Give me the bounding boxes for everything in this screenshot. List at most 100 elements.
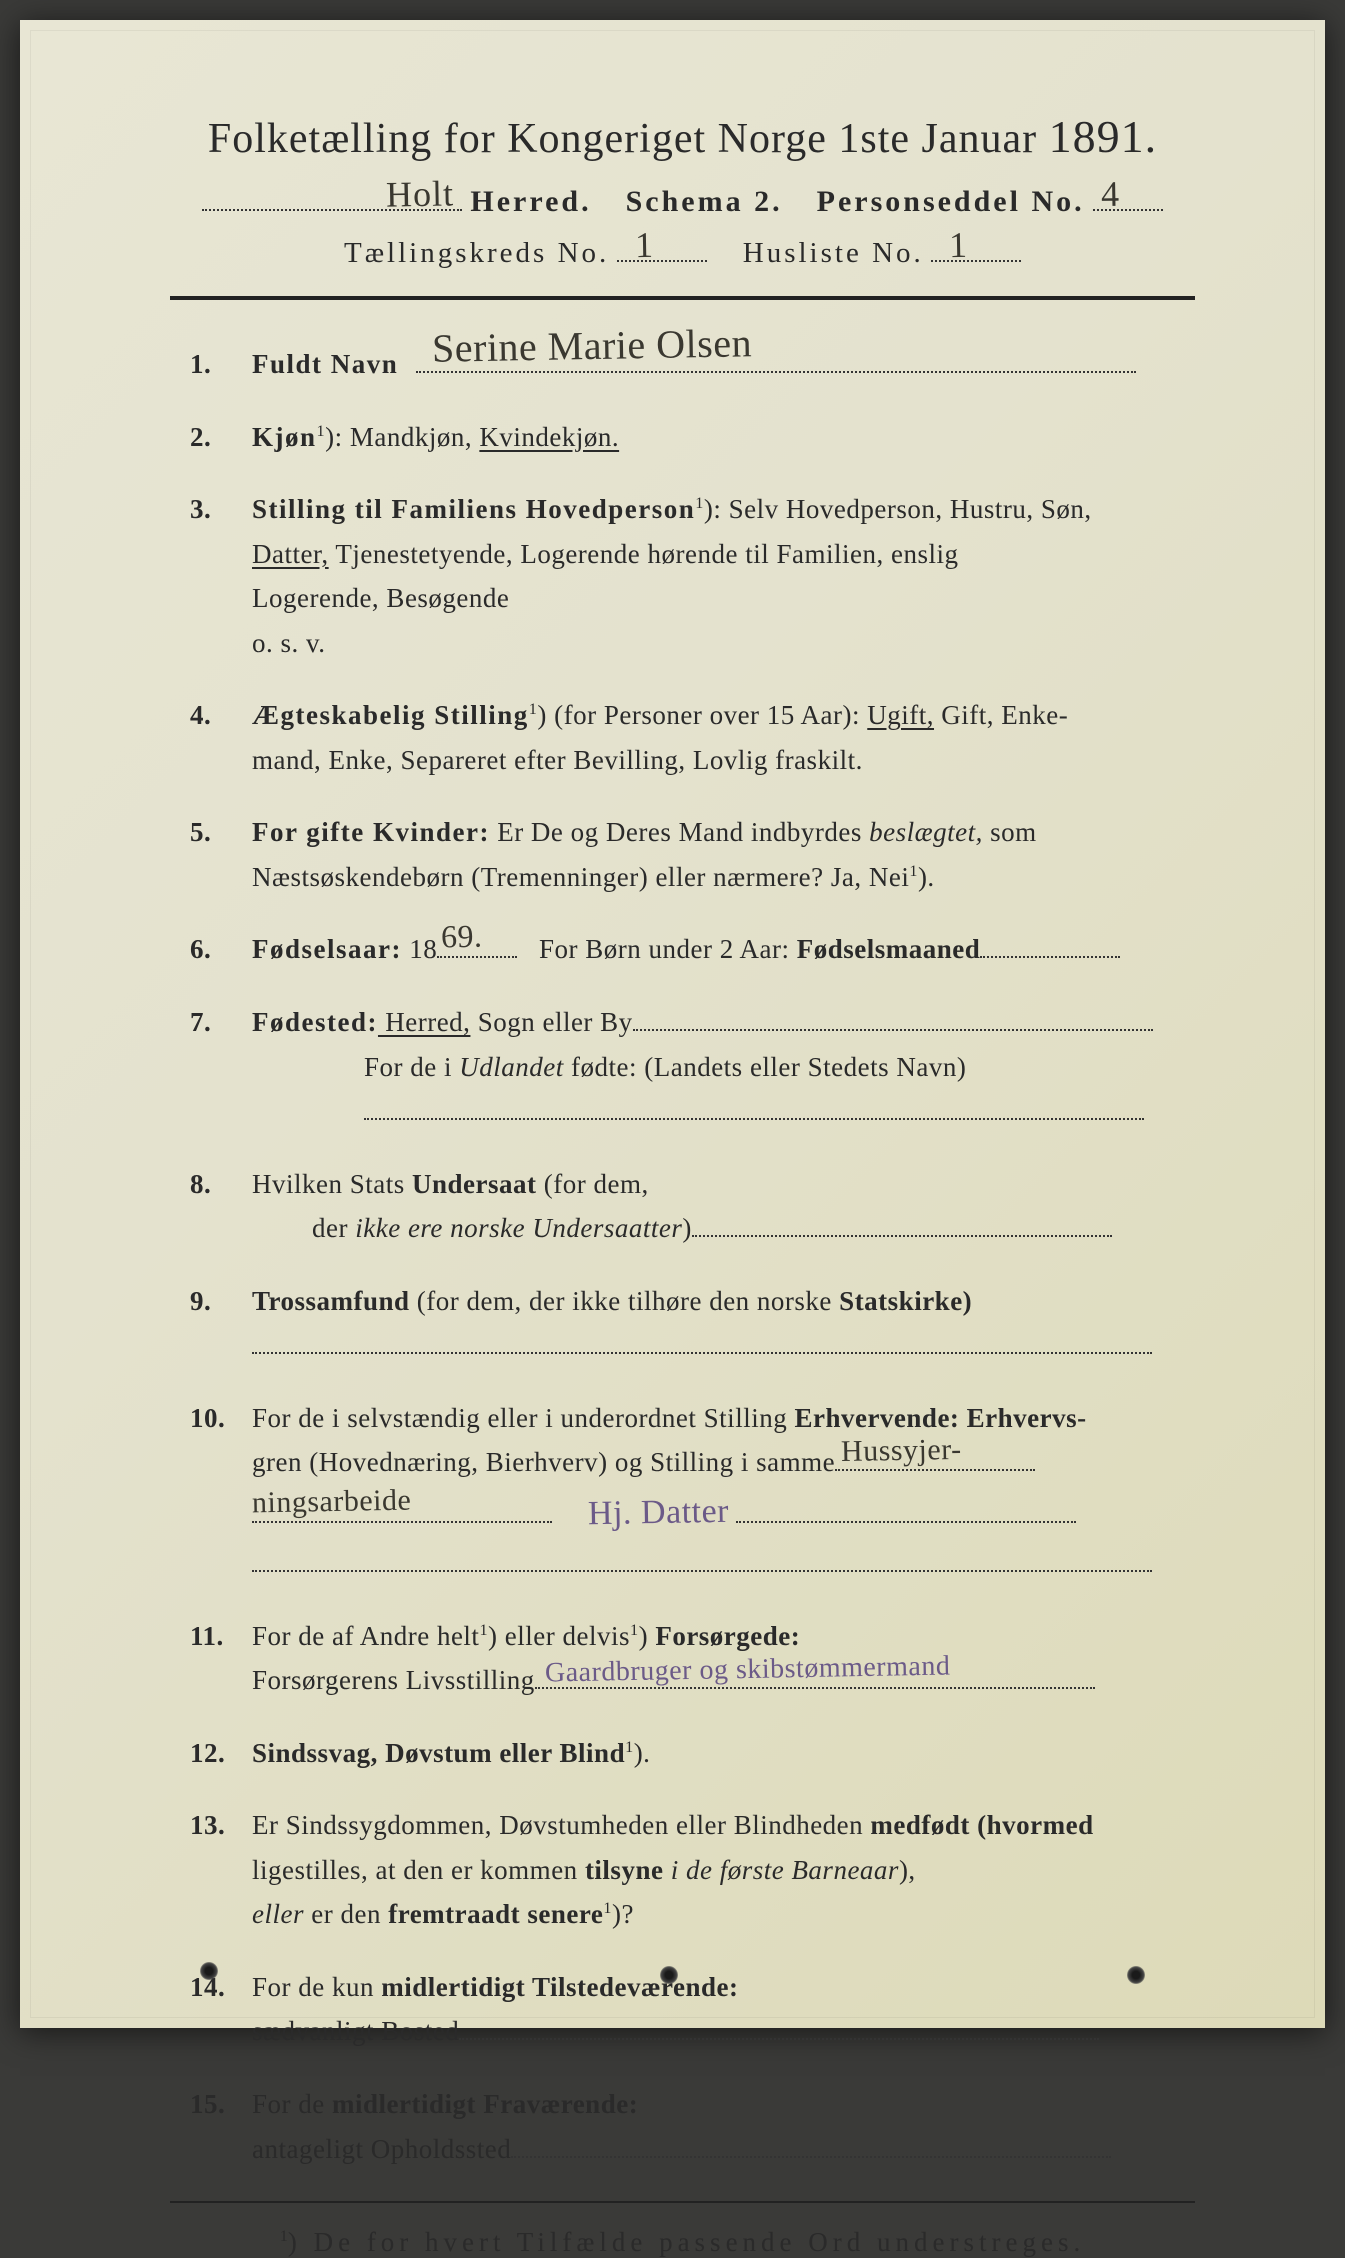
item-num: 7. bbox=[190, 1000, 252, 1134]
item-4: 4. Ægteskabelig Stilling1) (for Personer… bbox=[190, 693, 1195, 782]
year-handwritten: 69. bbox=[441, 909, 483, 963]
year-blank: 69. bbox=[437, 931, 517, 958]
bold: tilsyne bbox=[585, 1855, 671, 1885]
bold: Undersaat bbox=[412, 1169, 537, 1199]
item-num: 9. bbox=[190, 1279, 252, 1368]
text: Logerende, Besøgende bbox=[252, 583, 509, 613]
text: ) (for Personer over 15 Aar): bbox=[537, 700, 867, 730]
item-label: Fødested: bbox=[252, 1007, 378, 1037]
dotline: ningsarbeide bbox=[252, 1521, 552, 1523]
dotline bbox=[364, 1118, 1144, 1120]
handwritten: Hussyjer- bbox=[841, 1425, 962, 1477]
subtitle-row-2: Tællingskreds No. 1 Husliste No. 1 bbox=[150, 233, 1215, 270]
underlined: Herred, bbox=[378, 1007, 470, 1037]
ital: Udlandet bbox=[459, 1052, 564, 1082]
ital: eller bbox=[252, 1899, 304, 1929]
item-6: 6. Fødselsaar: 1869. For Børn under 2 Aa… bbox=[190, 927, 1195, 972]
text: sædvanligt Bosted bbox=[252, 2016, 459, 2046]
dotline: Hussyjer- bbox=[835, 1469, 1035, 1471]
census-form-page: Folketælling for Kongeriget Norge 1ste J… bbox=[20, 20, 1325, 2028]
item-label: Kjøn bbox=[252, 422, 317, 452]
dotline bbox=[459, 2038, 1099, 2040]
item-label: Fuldt Navn bbox=[252, 349, 398, 379]
item-num: 4. bbox=[190, 693, 252, 782]
text: antageligt Opholdssted bbox=[252, 2134, 511, 2164]
item-13: 13. Er Sindssygdommen, Døvstumheden elle… bbox=[190, 1803, 1195, 1937]
text: For Børn under 2 Aar: bbox=[539, 934, 797, 964]
dotline bbox=[511, 2156, 1111, 2158]
item-11: 11. For de af Andre helt1) eller delvis1… bbox=[190, 1614, 1195, 1703]
item-15: 15. For de midlertidigt Fraværende: anta… bbox=[190, 2082, 1195, 2171]
bold: Trossamfund bbox=[252, 1286, 410, 1316]
text: ) eller delvis bbox=[488, 1621, 630, 1651]
item-num: 14. bbox=[190, 1965, 252, 2054]
text: ligestilles, at den er kommen bbox=[252, 1855, 585, 1885]
husliste-handwritten: 1 bbox=[949, 224, 968, 266]
item-8: 8. Hvilken Stats Undersaat (for dem, der… bbox=[190, 1162, 1195, 1251]
bold: Erhvervs- bbox=[959, 1403, 1086, 1433]
dotline bbox=[252, 1570, 1152, 1572]
item-label: Stilling til Familiens Hovedperson bbox=[252, 494, 695, 524]
text: ). bbox=[634, 1738, 651, 1768]
bold: fremtraadt senere bbox=[388, 1899, 603, 1929]
text: For de kun bbox=[252, 1972, 381, 2002]
subtitle-row-1: Holt Herred. Schema 2. Personseddel No. … bbox=[150, 181, 1215, 219]
item-label: For gifte Kvinder: bbox=[252, 817, 490, 847]
item-num: 10. bbox=[190, 1396, 252, 1586]
text: mand, Enke, Separeret efter Bevilling, L… bbox=[252, 745, 863, 775]
item-9: 9. Trossamfund (for dem, der ikke tilhør… bbox=[190, 1279, 1195, 1368]
bold: medfødt (hvormed bbox=[870, 1810, 1093, 1840]
header-rule bbox=[170, 296, 1195, 300]
text: For de af Andre helt bbox=[252, 1621, 479, 1651]
dotline bbox=[633, 1029, 1153, 1031]
sup: 1 bbox=[695, 494, 704, 512]
ital: i de første Barneaar bbox=[671, 1855, 899, 1885]
item-body: For de kun midlertidigt Tilstedeværende:… bbox=[252, 1965, 1195, 2054]
dotline bbox=[252, 1352, 1152, 1354]
item-body: Kjøn1): Mandkjøn, Kvindekjøn. bbox=[252, 415, 1195, 460]
text: For de i selvstændig eller i underordnet… bbox=[252, 1403, 794, 1433]
footnote-text: ) De for hvert Tilfælde passende Ord und… bbox=[288, 2227, 1085, 2257]
handwritten: ningsarbeide bbox=[252, 1476, 412, 1528]
item-num: 6. bbox=[190, 927, 252, 972]
item-7: 7. Fødested: Herred, Sogn eller By For d… bbox=[190, 1000, 1195, 1134]
bold: Sindssvag, Døvstum eller Blind bbox=[252, 1738, 625, 1768]
sup: 1 bbox=[909, 862, 918, 880]
herred-blank: Holt bbox=[202, 181, 462, 211]
dotline: Gaardbruger og skibstømmermand bbox=[535, 1687, 1095, 1689]
text: ): Mandkjøn, bbox=[325, 422, 479, 452]
binding-hole-icon bbox=[1127, 1966, 1145, 1984]
footnote: 1) De for hvert Tilfælde passende Ord un… bbox=[150, 2227, 1215, 2258]
dotline bbox=[736, 1521, 1076, 1523]
sup: 1 bbox=[479, 1621, 488, 1639]
text: (for dem, bbox=[537, 1169, 649, 1199]
item-body: For de midlertidigt Fraværende: antageli… bbox=[252, 2082, 1195, 2171]
text: Gift, Enke- bbox=[934, 700, 1068, 730]
husliste-blank: 1 bbox=[931, 233, 1021, 262]
underlined: Datter, bbox=[252, 539, 329, 569]
text: ) bbox=[639, 1621, 656, 1651]
text: ) bbox=[682, 1213, 692, 1243]
item-body: Hvilken Stats Undersaat (for dem, der ik… bbox=[252, 1162, 1195, 1251]
underlined: Ugift, bbox=[867, 700, 934, 730]
text: Er De og Deres Mand indbyrdes bbox=[490, 817, 869, 847]
census-year: 1891. bbox=[1049, 111, 1158, 162]
bold: Statskirke) bbox=[839, 1286, 972, 1316]
item-body: For gifte Kvinder: Er De og Deres Mand i… bbox=[252, 810, 1195, 899]
item-3: 3. Stilling til Familiens Hovedperson1):… bbox=[190, 487, 1195, 665]
item-body: Er Sindssygdommen, Døvstumheden eller Bl… bbox=[252, 1803, 1195, 1937]
item-10: 10. For de i selvstændig eller i underor… bbox=[190, 1396, 1195, 1586]
bold: midlertidigt Tilstedeværende: bbox=[381, 1972, 738, 2002]
item-1: 1. Fuldt Navn Serine Marie Olsen bbox=[190, 342, 1195, 387]
sup: 1 bbox=[630, 1621, 639, 1639]
text: For de i bbox=[364, 1052, 459, 1082]
item-num: 5. bbox=[190, 810, 252, 899]
underlined: Kvindekjøn. bbox=[479, 422, 619, 452]
item-body: Sindssvag, Døvstum eller Blind1). bbox=[252, 1731, 1195, 1776]
ital: beslægtet, bbox=[869, 817, 983, 847]
text: o. s. v. bbox=[252, 628, 326, 658]
item-body: Ægteskabelig Stilling1) (for Personer ov… bbox=[252, 693, 1195, 782]
sup: 1 bbox=[625, 1738, 634, 1756]
sup: 1 bbox=[603, 1899, 612, 1917]
item-2: 2. Kjøn1): Mandkjøn, Kvindekjøn. bbox=[190, 415, 1195, 460]
